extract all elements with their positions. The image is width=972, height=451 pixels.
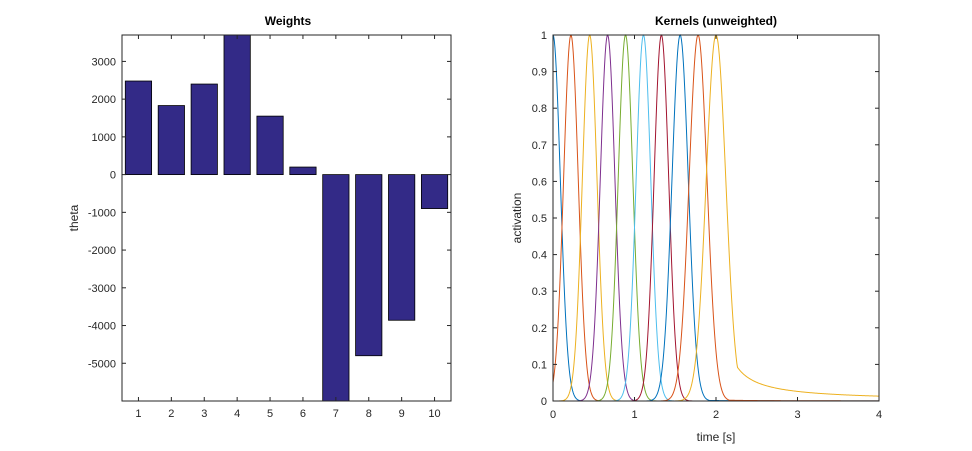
kernels-x-axis-label: time [s] [697, 430, 736, 444]
kernels-y-tick-label: 0.7 [532, 140, 547, 152]
bar-4 [223, 34, 251, 176]
weights-x-tick-label: 6 [300, 408, 306, 420]
bar-3 [190, 83, 218, 176]
weights-y-tick-label: -5000 [88, 358, 116, 370]
weights-x-tick-label: 2 [168, 408, 174, 420]
weights-x-tick-label: 1 [135, 408, 141, 420]
weights-y-tick-label: -3000 [88, 283, 116, 295]
weights-bars [124, 34, 449, 402]
kernels-y-tick-label: 0.2 [532, 323, 547, 335]
kernels-y-tick-label: 0.8 [532, 103, 547, 115]
kernels-x-tick-label: 0 [550, 409, 556, 421]
bar-6 [289, 166, 317, 176]
kernels-y-tick-label: 0 [541, 396, 547, 408]
weights-y-tick-label: 1000 [92, 132, 116, 144]
weights-chart-title: Weights [265, 14, 312, 28]
weights-y-axis-label: theta [67, 204, 81, 231]
weights-y-tick-label: 0 [110, 170, 116, 182]
weights-ticks: 1 2 3 4 5 6 7 8 9 10 3000 2000 1000 0 -1000 -2000 -3000 -… [88, 35, 451, 420]
weights-x-tick-label: 3 [201, 408, 207, 420]
kernels-y-tick-label: 0.3 [532, 286, 547, 298]
kernels-y-tick-label: 0.1 [532, 359, 547, 371]
kernels-y-tick-label: 1 [541, 30, 547, 42]
weights-y-tick-label: 3000 [92, 56, 116, 68]
bar-1 [124, 80, 153, 176]
bar-5 [256, 115, 284, 176]
bar-8 [355, 174, 383, 357]
kernels-chart: Kernels (unweighted) activation time [s]… [510, 14, 882, 444]
weights-y-tick-label: -1000 [88, 207, 116, 219]
weights-x-tick-label: 4 [234, 408, 240, 420]
weights-y-tick-label: -2000 [88, 245, 116, 257]
kernels-axes-box [552, 34, 880, 402]
kernels-x-tick-label: 1 [631, 409, 637, 421]
weights-x-tick-label: 7 [333, 408, 339, 420]
kernels-y-tick-label: 0.4 [532, 250, 547, 262]
weights-chart: Weights theta 1 2 3 4 5 6 7 8 9 10 3000 2000 1000 0 -1… [67, 14, 452, 420]
kernels-x-tick-label: 3 [794, 409, 800, 421]
weights-x-tick-label: 5 [267, 408, 273, 420]
weights-x-tick-label: 8 [366, 408, 372, 420]
kernels-x-tick-label: 4 [876, 409, 882, 421]
bar-2 [157, 105, 185, 176]
kernels-y-axis-label: activation [510, 193, 524, 244]
kernels-y-tick-label: 0.5 [532, 213, 547, 225]
weights-y-tick-label: 2000 [92, 94, 116, 106]
bar-10 [420, 174, 449, 209]
weights-y-tick-label: -4000 [88, 321, 116, 333]
weights-axes-box [121, 34, 452, 402]
kernels-y-tick-label: 0.6 [532, 176, 547, 188]
weights-x-tick-label: 9 [399, 408, 405, 420]
kernels-y-tick-label: 0.9 [532, 67, 547, 79]
weights-x-tick-label: 10 [428, 408, 440, 420]
kernels-chart-title: Kernels (unweighted) [655, 14, 777, 28]
bar-9 [388, 174, 416, 321]
kernels-x-tick-label: 2 [713, 409, 719, 421]
kernels-ticks: 0 1 2 3 4 0 0.1 0.2 0.3 0.4 0.5 0.6 0.7 0.8 0.9 1 [532, 30, 882, 421]
bar-7 [322, 174, 350, 402]
